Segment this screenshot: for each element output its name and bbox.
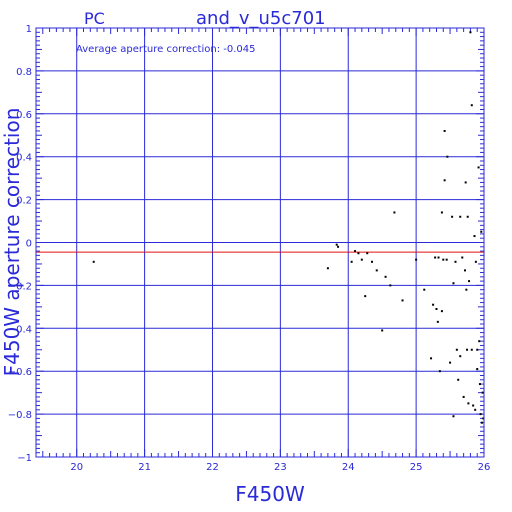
x-tick-label: 25 <box>410 462 423 473</box>
data-point <box>443 129 446 132</box>
data-point <box>423 288 426 291</box>
data-point <box>326 267 329 270</box>
data-point <box>454 260 457 263</box>
data-point <box>360 258 363 261</box>
data-point <box>476 348 479 351</box>
y-tick-label: −0.2 <box>8 281 32 292</box>
y-tick-label: 0.4 <box>16 153 32 164</box>
data-point <box>478 340 481 343</box>
data-point <box>337 245 340 248</box>
data-point <box>462 395 465 398</box>
data-point <box>435 307 438 310</box>
data-point <box>415 258 418 261</box>
data-point <box>480 230 483 233</box>
data-point <box>440 211 443 214</box>
grid-layer <box>36 28 484 457</box>
data-point <box>445 258 448 261</box>
x-tick-label: 22 <box>206 462 219 473</box>
data-point <box>432 303 435 306</box>
x-axis-label: F450W <box>235 482 305 506</box>
data-point <box>474 260 477 263</box>
data-point <box>476 368 479 371</box>
data-point <box>443 179 446 182</box>
data-point <box>92 260 95 263</box>
data-point <box>467 402 470 405</box>
data-point <box>335 243 338 246</box>
y-tick-label: −0.4 <box>8 324 32 335</box>
x-tick-label: 20 <box>70 462 83 473</box>
data-point <box>389 284 392 287</box>
data-point <box>371 260 373 263</box>
plot-frame <box>35 27 485 458</box>
y-tick-label: 1 <box>26 24 32 35</box>
data-point <box>452 415 455 418</box>
data-point <box>446 155 449 158</box>
data-point <box>384 275 387 278</box>
y-tick-label: 0 <box>26 239 32 250</box>
data-point <box>393 211 396 214</box>
data-point <box>478 383 481 386</box>
data-point <box>468 280 471 283</box>
data-point <box>375 269 378 272</box>
data-point <box>381 329 384 332</box>
data-point <box>366 252 369 255</box>
data-point <box>474 408 477 411</box>
x-tick-label: 21 <box>138 462 151 473</box>
data-point <box>463 269 466 272</box>
data-point <box>466 348 469 351</box>
data-point <box>449 361 452 364</box>
data-point <box>477 166 480 169</box>
data-point <box>452 282 455 285</box>
data-point <box>479 413 482 416</box>
data-point <box>357 252 360 255</box>
data-point <box>470 348 473 351</box>
data-point <box>481 391 484 394</box>
data-point <box>436 320 439 323</box>
data-points <box>92 31 485 424</box>
data-point <box>438 370 441 373</box>
data-point <box>465 288 468 291</box>
data-point <box>430 357 433 360</box>
x-tick-label: 26 <box>478 462 491 473</box>
data-point <box>464 181 467 184</box>
data-point <box>461 256 464 259</box>
data-point <box>401 299 404 302</box>
x-tick-label: 23 <box>274 462 287 473</box>
chart-title: and_v_u5c701 <box>196 8 326 29</box>
data-point <box>451 215 454 218</box>
data-point <box>364 295 367 298</box>
data-point <box>470 104 473 107</box>
data-point <box>459 215 462 218</box>
y-tick-label: −0.6 <box>8 367 32 378</box>
y-tick-label: −0.8 <box>8 410 32 421</box>
y-tick-label: 0.8 <box>16 67 32 78</box>
data-point <box>469 31 472 34</box>
data-point <box>480 421 483 424</box>
data-point <box>350 260 353 263</box>
y-tick-label: 0.6 <box>16 110 32 121</box>
data-point <box>466 215 469 218</box>
y-axis-label: F450W aperture correction <box>0 108 24 377</box>
detector-label: PC <box>84 9 105 28</box>
data-point <box>473 235 476 238</box>
data-point <box>457 378 460 381</box>
data-point <box>455 348 458 351</box>
data-point <box>472 404 475 407</box>
data-point <box>442 258 445 261</box>
data-point <box>440 310 443 313</box>
tick-marks <box>35 27 485 458</box>
x-tick-label: 24 <box>342 462 355 473</box>
data-point <box>434 256 437 259</box>
data-point <box>437 256 440 259</box>
tick-labels: 20 21 22 23 24 25 26 1 0.8 0.6 0.4 0.2 0 −0.2 −0.4 −0.6… <box>8 24 491 473</box>
data-point <box>482 417 485 420</box>
average-correction-annotation: Average aperture correction: -0.045 <box>76 44 256 55</box>
data-point <box>354 250 357 253</box>
y-tick-label: 0.2 <box>16 196 32 207</box>
y-tick-label: −1 <box>17 453 32 464</box>
data-point <box>459 355 462 358</box>
